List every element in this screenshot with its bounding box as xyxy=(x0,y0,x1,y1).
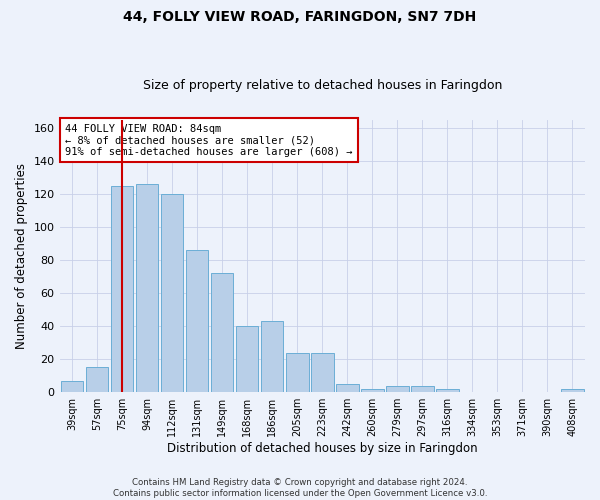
Title: Size of property relative to detached houses in Faringdon: Size of property relative to detached ho… xyxy=(143,79,502,92)
Bar xyxy=(111,186,133,392)
Bar xyxy=(436,389,458,392)
Bar xyxy=(386,386,409,392)
Bar xyxy=(61,380,83,392)
Text: Contains HM Land Registry data © Crown copyright and database right 2024.
Contai: Contains HM Land Registry data © Crown c… xyxy=(113,478,487,498)
Bar xyxy=(136,184,158,392)
Text: 44 FOLLY VIEW ROAD: 84sqm
← 8% of detached houses are smaller (52)
91% of semi-d: 44 FOLLY VIEW ROAD: 84sqm ← 8% of detach… xyxy=(65,124,352,157)
Y-axis label: Number of detached properties: Number of detached properties xyxy=(15,163,28,349)
Text: 44, FOLLY VIEW ROAD, FARINGDON, SN7 7DH: 44, FOLLY VIEW ROAD, FARINGDON, SN7 7DH xyxy=(124,10,476,24)
Bar xyxy=(186,250,208,392)
Bar xyxy=(311,352,334,392)
Bar xyxy=(286,352,308,392)
Bar xyxy=(261,321,283,392)
Bar xyxy=(211,273,233,392)
X-axis label: Distribution of detached houses by size in Faringdon: Distribution of detached houses by size … xyxy=(167,442,478,455)
Bar xyxy=(361,389,383,392)
Bar xyxy=(236,326,259,392)
Bar xyxy=(86,368,109,392)
Bar xyxy=(161,194,184,392)
Bar xyxy=(561,389,584,392)
Bar xyxy=(411,386,434,392)
Bar xyxy=(336,384,359,392)
